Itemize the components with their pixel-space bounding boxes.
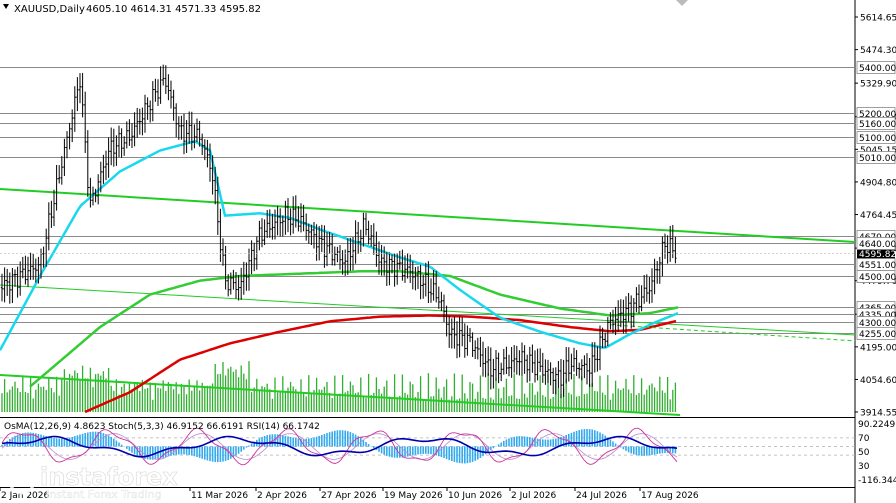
trend-line-mid bbox=[0, 284, 856, 336]
indicator-scale-label: 30 bbox=[858, 462, 870, 472]
time-label: 27 Apr 2026 bbox=[321, 491, 377, 501]
ema-slow-line bbox=[84, 314, 677, 414]
time-label: 17 Aug 2026 bbox=[641, 491, 699, 501]
level-label: 4300.00 bbox=[859, 319, 896, 329]
watermark-brand: instaforex bbox=[40, 463, 178, 491]
level-label: 5010.00 bbox=[859, 154, 896, 164]
shift-marker-icon[interactable] bbox=[676, 0, 688, 6]
collapse-triangle-icon bbox=[3, 4, 9, 9]
price-bars bbox=[0, 64, 677, 399]
level-label: 5400.00 bbox=[859, 64, 896, 74]
rsi-line bbox=[1, 435, 678, 458]
price-tick-label: 5329.90 bbox=[860, 80, 896, 90]
indicator-scale-label: -116.3446 bbox=[858, 476, 896, 486]
level-label: 4335.00 bbox=[859, 311, 896, 321]
time-label: 2 Jul 2026 bbox=[511, 491, 556, 501]
time-label: 2 Jan 2026 bbox=[1, 491, 49, 501]
trend-line-upper bbox=[0, 188, 856, 243]
price-tick-label: 5474.30 bbox=[860, 46, 896, 56]
time-label: 24 Jul 2026 bbox=[576, 491, 627, 501]
level-label: 4551.00 bbox=[859, 261, 896, 271]
time-axis: 2 Jan 2026 11 Mar 2026 2 Apr 2026 27 Apr 20… bbox=[0, 487, 699, 501]
level-label: 4640.00 bbox=[859, 240, 896, 250]
level-label: 5200.00 bbox=[859, 110, 896, 120]
trend-lines bbox=[0, 188, 856, 416]
watermark: instaforex Instant Forex Trading bbox=[8, 463, 179, 501]
current-price-tag bbox=[857, 247, 895, 260]
instaforex-logo-icon bbox=[8, 467, 36, 495]
time-label: 10 Jun 2026 bbox=[448, 491, 502, 501]
price-tick-label: 4764.45 bbox=[860, 211, 896, 221]
logo-arc-icon bbox=[12, 470, 32, 478]
time-label: 19 May 2026 bbox=[384, 491, 443, 501]
chart-title: XAUUSD,Daily 4605.10 4614.31 4571.33 459… bbox=[3, 4, 261, 15]
ema-fast-line bbox=[0, 139, 679, 351]
level-tag-5100.00 bbox=[856, 131, 896, 144]
moving-averages bbox=[0, 139, 856, 414]
watermark-tagline: Instant Forex Trading bbox=[46, 488, 162, 501]
indicator-scale-label: 90.2249 bbox=[858, 420, 895, 430]
indicator-scale-label: 70 bbox=[858, 434, 870, 444]
level-label: 5100.00 bbox=[859, 134, 896, 144]
level-tag-4255.00 bbox=[856, 327, 896, 340]
symbol-timeframe: XAUUSD,Daily bbox=[14, 4, 85, 15]
price-tick-label: 3914.55 bbox=[860, 409, 896, 419]
level-label: 4255.00 bbox=[859, 330, 896, 340]
projection-line bbox=[609, 324, 856, 342]
ema-mid-line bbox=[29, 270, 679, 388]
time-label: 11 Mar 2026 bbox=[191, 491, 248, 501]
trend-line-lower bbox=[0, 374, 681, 416]
time-label: 2 Apr 2026 bbox=[257, 491, 307, 501]
indicator-subwindow: OsMA(12,26,9) 4.8623 Stoch(5,3,3) 46.915… bbox=[0, 420, 896, 486]
ohlc-values: 4605.10 4614.31 4571.33 4595.82 bbox=[86, 4, 261, 15]
stoch-signal-line bbox=[1, 433, 678, 460]
level-labels: 5400.005200.005160.005100.005010.004670.… bbox=[856, 61, 896, 340]
level-tag-4500.00 bbox=[856, 270, 896, 283]
volume-histogram bbox=[1, 361, 677, 412]
price-tick-label: 5045.15 bbox=[860, 146, 896, 156]
current-price-label: 4595.82 bbox=[859, 250, 896, 260]
level-label: 4500.00 bbox=[859, 273, 896, 283]
price-tick-label: 4054.60 bbox=[860, 376, 896, 386]
level-tag-5010.00 bbox=[856, 151, 896, 164]
level-label: 5160.00 bbox=[859, 120, 896, 130]
level-tag-5400.00 bbox=[856, 61, 896, 74]
price-tick-label: 4904.80 bbox=[860, 178, 896, 188]
level-tag-5160.00 bbox=[856, 117, 896, 130]
indicator-scale-label: 50 bbox=[858, 448, 870, 458]
stoch-main-line bbox=[1, 427, 678, 466]
price-plot-background bbox=[0, 0, 855, 503]
price-tick-label: 4195.00 bbox=[860, 343, 896, 353]
indicator-label: OsMA(12,26,9) 4.8623 Stoch(5,3,3) 46.915… bbox=[4, 422, 320, 432]
level-tag-4640.00 bbox=[856, 237, 896, 250]
price-tick-label: 5614.65 bbox=[860, 14, 896, 24]
